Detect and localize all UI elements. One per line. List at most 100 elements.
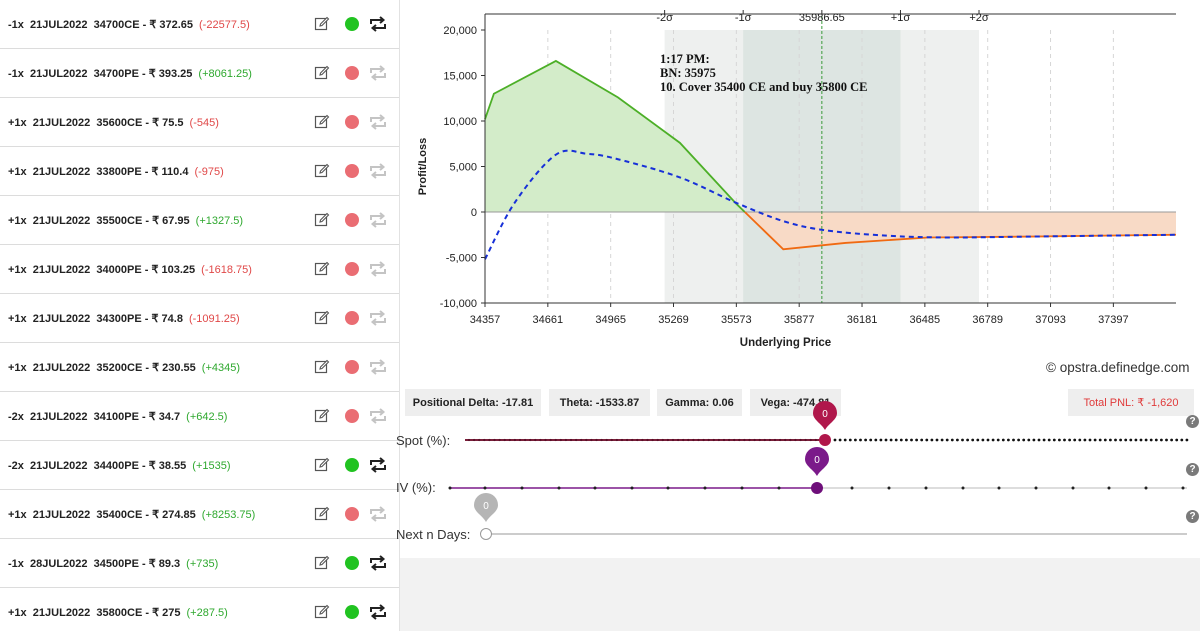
x-tick-label: 37093 xyxy=(1035,314,1066,326)
days-slider-marker[interactable]: 0 xyxy=(474,493,498,522)
spot-slider-dot xyxy=(559,438,562,442)
edit-icon[interactable] xyxy=(314,310,330,326)
edit-icon[interactable] xyxy=(314,163,330,179)
spot-slider-dot xyxy=(1073,438,1077,442)
status-toggle[interactable] xyxy=(345,115,359,129)
position-expiry: 21JUL2022 xyxy=(32,606,91,619)
y-tick-label: -10,000 xyxy=(440,298,477,310)
status-toggle[interactable] xyxy=(345,458,359,472)
position-expiry: 21JUL2022 xyxy=(32,263,91,276)
spot-slider-dot xyxy=(784,438,787,442)
spot-slider-dot xyxy=(1017,438,1020,442)
edit-icon[interactable] xyxy=(314,408,330,424)
spot-slider-dot xyxy=(580,438,583,442)
roll-icon[interactable] xyxy=(368,113,388,131)
roll-icon[interactable] xyxy=(368,554,388,572)
slider-marker-bubble xyxy=(813,401,837,430)
status-toggle[interactable] xyxy=(345,556,359,570)
position-expiry: 21JUL2022 xyxy=(32,116,91,129)
edit-icon[interactable] xyxy=(314,261,330,277)
spot-slider-dot xyxy=(717,438,720,442)
position-price: - ₹ 230.55 xyxy=(145,362,196,374)
position-expiry: 21JUL2022 xyxy=(32,361,91,374)
status-toggle[interactable] xyxy=(345,605,359,619)
status-toggle[interactable] xyxy=(345,164,359,178)
edit-icon[interactable] xyxy=(314,457,330,473)
edit-icon[interactable] xyxy=(314,604,330,620)
spot-slider-dot xyxy=(1093,438,1097,442)
spot-slider-dot xyxy=(864,438,867,442)
status-toggle[interactable] xyxy=(345,360,359,374)
iv-slider-dot xyxy=(924,486,928,490)
position-expiry: 21JUL2022 xyxy=(32,508,91,521)
status-toggle[interactable] xyxy=(345,507,359,521)
status-toggle[interactable] xyxy=(345,409,359,423)
spot-slider-dot xyxy=(626,438,629,442)
status-toggle[interactable] xyxy=(345,17,359,31)
iv-slider-dot xyxy=(1034,486,1038,490)
position-label: -2x 21JUL2022 34100PE - ₹ 34.7 (+642.5) xyxy=(8,392,227,441)
position-price: - ₹ 38.55 xyxy=(141,460,187,472)
y-tick-label: 5,000 xyxy=(449,162,477,174)
edit-icon[interactable] xyxy=(314,506,330,522)
spot-slider-dot xyxy=(529,438,532,442)
iv-slider-dot xyxy=(961,486,965,490)
position-expiry: 28JUL2022 xyxy=(30,557,88,570)
days-help-icon[interactable]: ? xyxy=(1186,510,1199,523)
position-qty: -1x xyxy=(8,557,24,570)
roll-icon[interactable] xyxy=(368,456,388,474)
spot-slider-dot xyxy=(1098,438,1102,442)
roll-icon[interactable] xyxy=(368,603,388,621)
spot-slider-dot xyxy=(910,438,913,442)
position-label: +1x 21JUL2022 35200CE - ₹ 230.55 (+4345) xyxy=(8,343,240,392)
spot-slider-dot xyxy=(996,438,1000,442)
spot-help-icon[interactable]: ? xyxy=(1186,415,1199,428)
status-toggle[interactable] xyxy=(345,262,359,276)
position-qty: +1x xyxy=(8,312,27,325)
edit-icon[interactable] xyxy=(314,359,330,375)
spot-slider-dot xyxy=(848,438,852,442)
position-price: - ₹ 275 xyxy=(145,607,181,619)
position-row: +1x 21JUL2022 34300PE - ₹ 74.8 (-1091.25) xyxy=(0,294,399,343)
spot-slider-dot xyxy=(838,438,842,442)
position-row: -2x 21JUL2022 34400PE - ₹ 38.55 (+1535) xyxy=(0,441,399,490)
edit-icon[interactable] xyxy=(314,555,330,571)
roll-icon[interactable] xyxy=(368,358,388,376)
spot-slider-dot xyxy=(833,438,837,442)
x-tick-label: 35573 xyxy=(721,314,752,326)
sigma-label: -2σ xyxy=(656,12,673,24)
roll-icon[interactable] xyxy=(368,162,388,180)
roll-icon[interactable] xyxy=(368,260,388,278)
status-toggle[interactable] xyxy=(345,311,359,325)
roll-icon[interactable] xyxy=(368,309,388,327)
status-toggle[interactable] xyxy=(345,66,359,80)
x-tick-label: 36485 xyxy=(910,314,941,326)
x-tick-label: 35877 xyxy=(784,314,815,326)
y-axis-title: Profit/Loss xyxy=(417,138,429,195)
spot-slider-dot xyxy=(564,438,567,442)
spot-slider-marker[interactable]: 0 xyxy=(813,401,837,430)
spot-slider-dot xyxy=(976,438,980,442)
edit-icon[interactable] xyxy=(314,16,330,32)
iv-help-icon[interactable]: ? xyxy=(1186,463,1199,476)
edit-icon[interactable] xyxy=(314,65,330,81)
iv-slider-marker[interactable]: 0 xyxy=(805,447,829,476)
iv-slider-dot xyxy=(997,486,1001,490)
position-label: -1x 21JUL2022 34700CE - ₹ 372.65 (-22577.… xyxy=(8,0,250,49)
roll-icon[interactable] xyxy=(368,211,388,229)
spot-slider-dot xyxy=(1047,438,1051,442)
spot-slider-dot xyxy=(656,438,659,442)
roll-icon[interactable] xyxy=(368,505,388,523)
roll-icon[interactable] xyxy=(368,15,388,33)
roll-icon[interactable] xyxy=(368,407,388,425)
spot-slider-dot xyxy=(620,438,624,442)
status-toggle[interactable] xyxy=(345,213,359,227)
position-qty: -2x xyxy=(8,410,24,423)
position-row: -1x 21JUL2022 34700PE - ₹ 393.25 (+8061.2… xyxy=(0,49,399,98)
edit-icon[interactable] xyxy=(314,114,330,130)
position-label: -1x 21JUL2022 34700PE - ₹ 393.25 (+8061.2… xyxy=(8,49,252,98)
edit-icon[interactable] xyxy=(314,212,330,228)
x-tick-label: 35269 xyxy=(658,314,689,326)
position-pnl: (+735) xyxy=(186,557,219,570)
roll-icon[interactable] xyxy=(368,64,388,82)
